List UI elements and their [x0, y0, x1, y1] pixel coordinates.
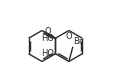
- Text: HO: HO: [41, 49, 54, 58]
- Text: HO: HO: [41, 34, 54, 43]
- Text: O: O: [44, 27, 51, 36]
- Text: O: O: [66, 32, 72, 41]
- Text: Br: Br: [73, 37, 83, 46]
